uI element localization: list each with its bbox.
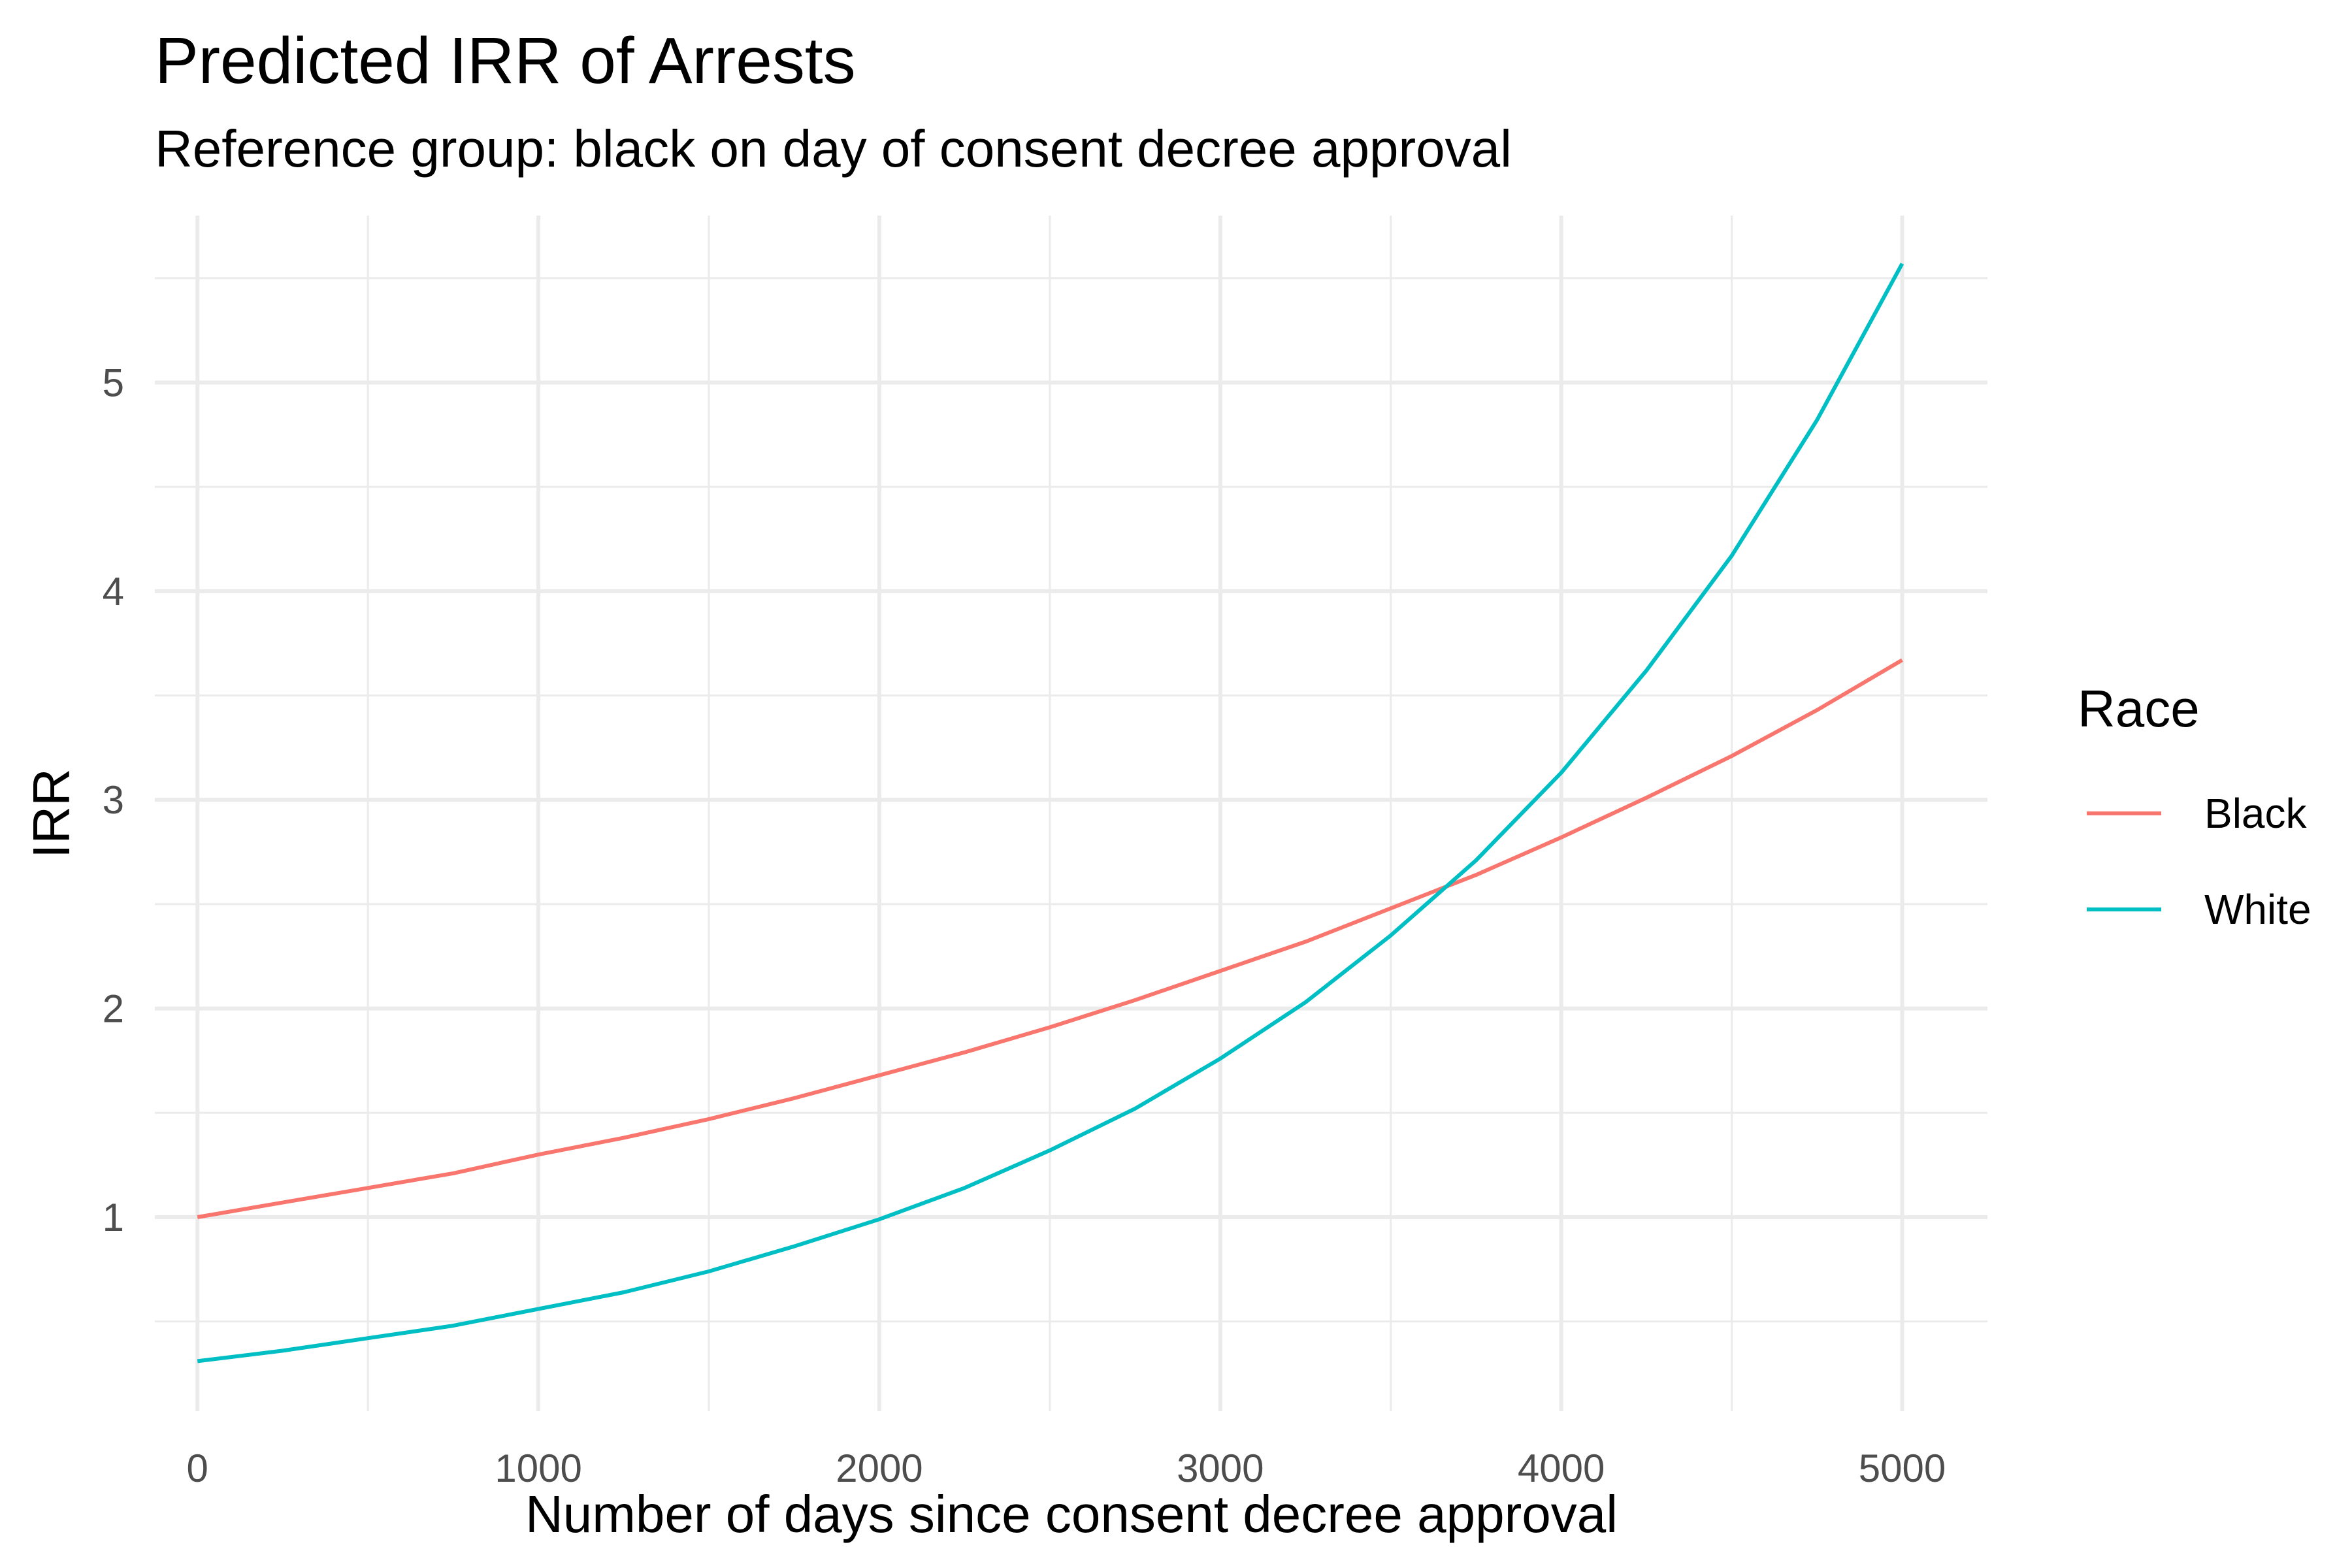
y-tick-label: 3 — [103, 778, 124, 822]
legend-label-black: Black — [2204, 790, 2308, 837]
chart-title: Predicted IRR of Arrests — [155, 24, 856, 97]
legend-label-white: White — [2204, 886, 2311, 933]
x-tick-label: 5000 — [1859, 1446, 1946, 1490]
x-axis-title: Number of days since consent decree appr… — [525, 1485, 1618, 1543]
x-tick-label: 2000 — [836, 1446, 923, 1490]
x-axis-ticks: 0 1000 2000 3000 4000 5000 — [187, 1446, 1946, 1490]
legend: Race Black White — [2078, 679, 2311, 933]
x-tick-label: 1000 — [495, 1446, 581, 1490]
chart-subtitle: Reference group: black on day of consent… — [155, 120, 1512, 178]
grid-major — [155, 216, 1987, 1411]
x-tick-label: 4000 — [1518, 1446, 1605, 1490]
series-line-black — [197, 658, 1904, 1219]
y-axis-title: IRR — [22, 768, 80, 858]
x-tick-label: 3000 — [1177, 1446, 1264, 1490]
y-tick-label: 1 — [103, 1196, 124, 1239]
y-tick-label: 5 — [103, 361, 124, 404]
y-tick-label: 4 — [103, 570, 124, 613]
series-line-white — [197, 263, 1904, 1364]
y-axis-ticks: 1 2 3 4 5 — [103, 361, 124, 1239]
legend-title: Race — [2078, 679, 2200, 738]
x-tick-label: 0 — [187, 1446, 208, 1490]
grid-minor — [155, 216, 1987, 1411]
series-lines — [197, 263, 1904, 1364]
y-tick-label: 2 — [103, 987, 124, 1031]
